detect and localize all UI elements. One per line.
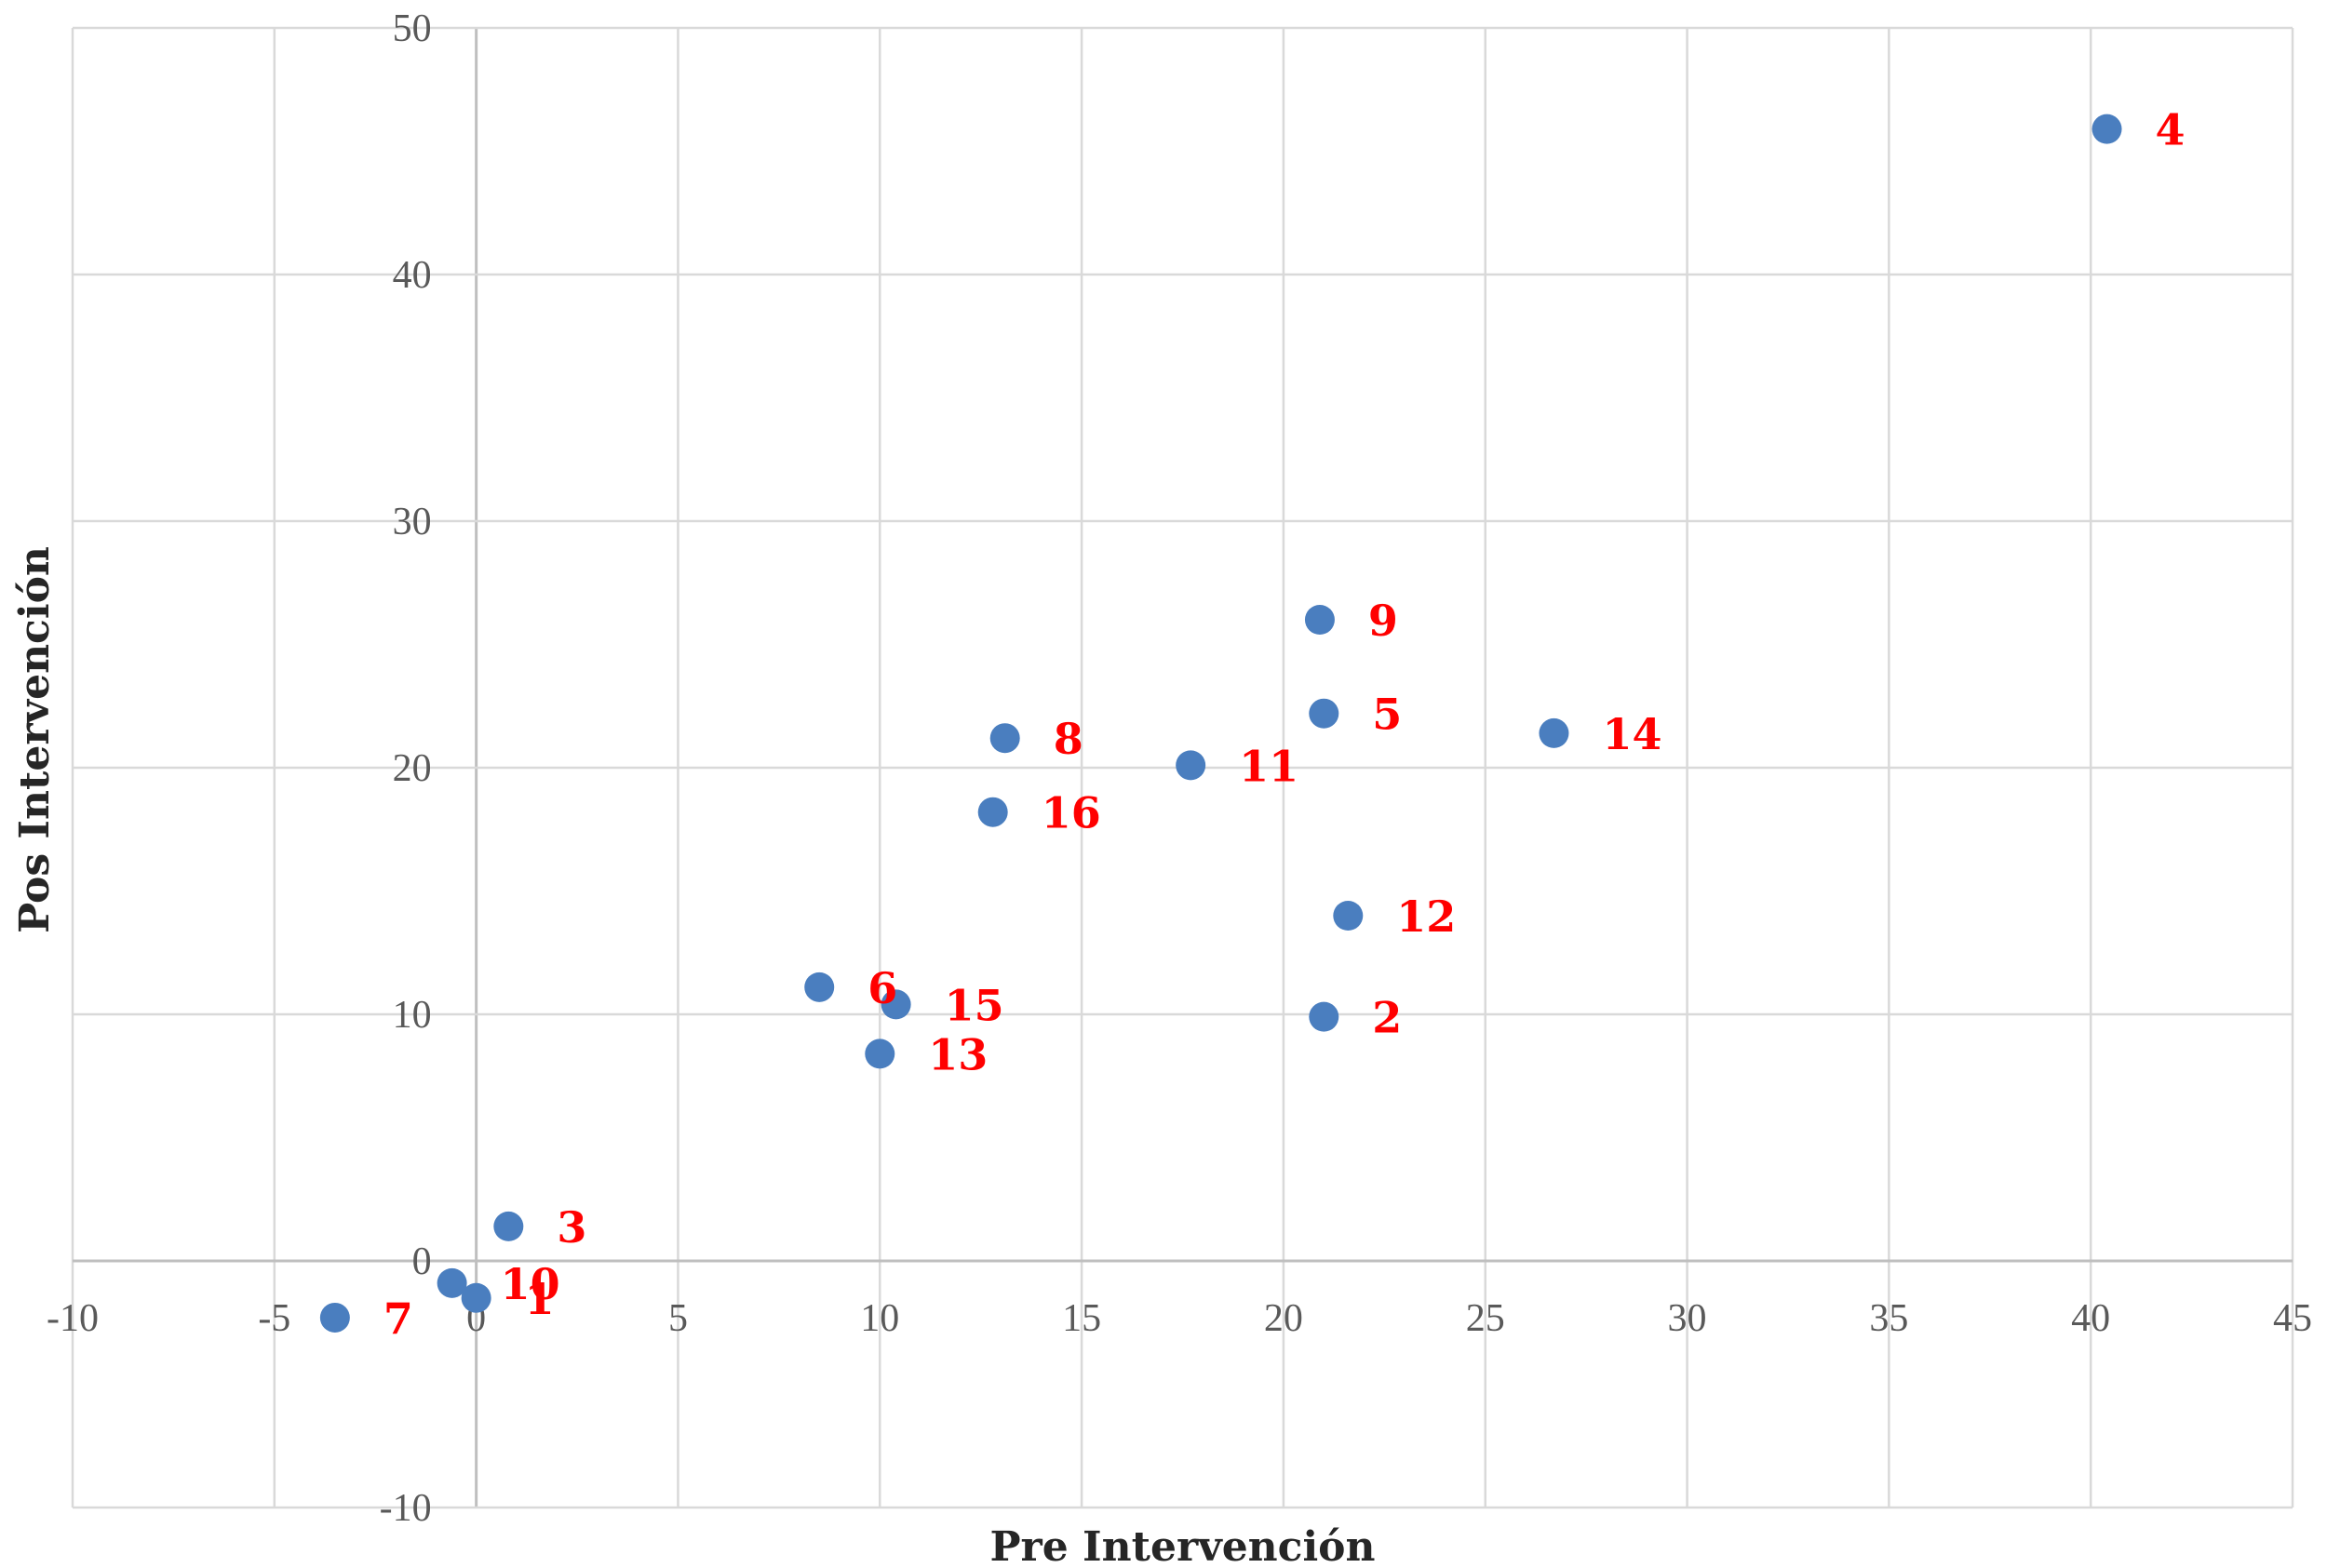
x-tick-label: 35 — [1869, 1297, 1908, 1340]
data-point — [2092, 114, 2122, 144]
data-label: 1 — [525, 1274, 555, 1324]
data-point — [865, 1039, 895, 1069]
data-label: 15 — [945, 980, 1004, 1030]
y-tick-label: 20 — [393, 747, 432, 790]
data-point — [1333, 901, 1364, 931]
data-label: 3 — [557, 1202, 586, 1253]
data-point — [1309, 698, 1339, 729]
data-label: 12 — [1396, 891, 1456, 942]
data-point — [1176, 750, 1206, 781]
x-tick-label: 40 — [2071, 1297, 2110, 1340]
data-point — [461, 1282, 491, 1313]
x-tick-label: 15 — [1062, 1297, 1101, 1340]
data-label: 9 — [1368, 596, 1398, 646]
data-point — [437, 1267, 467, 1298]
data-point — [881, 989, 911, 1020]
data-label: 8 — [1054, 714, 1083, 764]
data-label: 11 — [1239, 741, 1298, 791]
data-label: 6 — [868, 963, 897, 1013]
grid — [71, 26, 2294, 1509]
y-tick-label: 0 — [412, 1240, 432, 1283]
y-tick-label: 50 — [393, 7, 432, 50]
data-label: 4 — [2156, 105, 2186, 155]
data-label: 7 — [383, 1293, 413, 1344]
y-tick-label: 10 — [393, 994, 432, 1037]
data-label: 13 — [928, 1029, 988, 1079]
data-label: 14 — [1602, 709, 1661, 759]
y-axis-title: Pos Intervención — [11, 546, 59, 933]
x-tick-label: -10 — [47, 1297, 99, 1340]
x-axis-title: Pre Intervención — [989, 1523, 1375, 1568]
data-label: 16 — [1042, 788, 1101, 838]
data-points — [319, 114, 2122, 1333]
data-point — [1309, 1001, 1339, 1032]
x-tick-label: 5 — [668, 1297, 688, 1340]
data-point — [804, 972, 835, 1002]
x-tick-label: 45 — [2273, 1297, 2312, 1340]
data-label: 2 — [1372, 993, 1402, 1043]
data-point — [1539, 717, 1569, 748]
data-point — [319, 1302, 350, 1333]
x-tick-label: 25 — [1466, 1297, 1505, 1340]
x-tick-label: 30 — [1668, 1297, 1707, 1340]
y-tick-label: 40 — [393, 254, 432, 297]
data-point — [977, 797, 1008, 827]
data-point — [989, 723, 1020, 754]
data-label: 10 — [501, 1259, 560, 1309]
data-point — [493, 1211, 524, 1241]
x-tick-label: -5 — [258, 1297, 290, 1340]
x-tick-label: 20 — [1264, 1297, 1303, 1340]
x-tick-label: 10 — [860, 1297, 899, 1340]
data-point — [1304, 605, 1335, 635]
y-tick-label: -10 — [380, 1487, 432, 1530]
y-tick-label: 30 — [393, 501, 432, 543]
data-label: 5 — [1372, 690, 1402, 740]
